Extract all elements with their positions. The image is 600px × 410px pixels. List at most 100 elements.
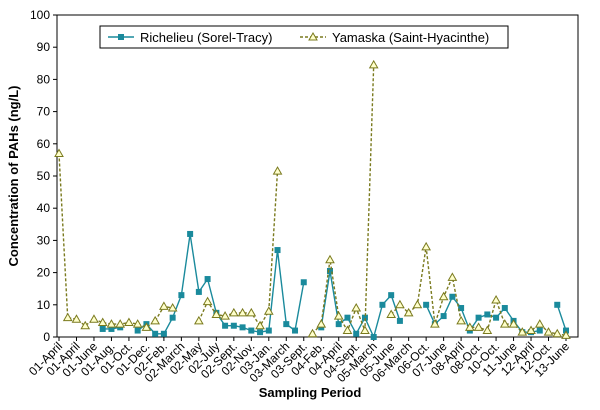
marker xyxy=(351,303,362,312)
y-tick-label: 70 xyxy=(37,105,51,119)
marker xyxy=(283,321,290,328)
marker xyxy=(447,272,458,281)
series xyxy=(54,59,571,339)
marker xyxy=(167,303,178,312)
marker xyxy=(54,148,64,157)
marker xyxy=(99,325,106,332)
marker xyxy=(89,314,99,323)
marker xyxy=(438,291,449,301)
marker xyxy=(263,306,274,315)
marker xyxy=(368,59,379,69)
marker xyxy=(124,317,134,327)
marker xyxy=(552,328,563,338)
y-tick-label: 50 xyxy=(37,169,51,183)
marker xyxy=(246,307,257,317)
y-tick-label: 90 xyxy=(37,40,51,54)
marker xyxy=(62,312,73,322)
marker xyxy=(211,309,222,318)
series xyxy=(99,230,569,340)
y-axis-title: Concentration of PAHs (ng/L) xyxy=(6,85,21,266)
marker xyxy=(403,307,414,317)
marker xyxy=(499,319,510,328)
marker xyxy=(325,254,335,264)
marker xyxy=(475,314,482,321)
marker xyxy=(464,322,475,331)
marker xyxy=(458,305,465,312)
marker xyxy=(370,334,377,340)
marker xyxy=(554,301,561,308)
marker xyxy=(292,327,299,334)
marker xyxy=(228,307,239,317)
marker xyxy=(80,320,91,330)
marker xyxy=(97,317,108,327)
y-tick-label: 80 xyxy=(37,72,51,86)
marker xyxy=(272,166,283,175)
marker xyxy=(255,320,265,330)
marker xyxy=(473,322,484,331)
marker xyxy=(220,311,230,320)
marker xyxy=(501,305,508,312)
marker xyxy=(150,315,161,325)
marker xyxy=(517,327,528,336)
marker xyxy=(237,307,248,317)
marker xyxy=(141,322,152,331)
marker xyxy=(195,288,202,295)
marker xyxy=(265,327,272,334)
marker xyxy=(421,241,431,251)
marker xyxy=(493,314,500,321)
marker xyxy=(300,279,307,286)
marker xyxy=(396,317,403,324)
marker xyxy=(230,322,237,329)
marker xyxy=(257,329,264,336)
y-tick-label: 30 xyxy=(37,233,51,247)
marker xyxy=(333,311,344,320)
marker xyxy=(274,247,281,254)
marker xyxy=(342,325,353,335)
marker xyxy=(169,314,176,321)
marker xyxy=(386,309,397,318)
marker xyxy=(178,292,185,299)
legend-marker xyxy=(118,34,124,40)
marker xyxy=(344,314,351,321)
marker xyxy=(187,230,194,237)
marker xyxy=(335,321,342,328)
marker xyxy=(379,301,386,308)
plot-area xyxy=(56,14,579,338)
marker xyxy=(115,319,126,328)
marker xyxy=(360,325,370,335)
marker xyxy=(536,327,543,334)
legend-box xyxy=(99,25,509,49)
marker xyxy=(543,327,554,336)
marker xyxy=(71,314,82,323)
marker xyxy=(456,315,466,325)
marker xyxy=(353,330,360,337)
marker xyxy=(159,301,169,310)
marker xyxy=(134,327,141,334)
marker xyxy=(222,322,229,329)
y-tick-label: 10 xyxy=(37,298,51,312)
marker xyxy=(388,292,395,299)
marker xyxy=(202,296,213,306)
x-axis-title: Sampling Period xyxy=(259,385,362,400)
marker xyxy=(395,299,405,309)
marker xyxy=(482,325,493,335)
marker xyxy=(248,327,255,334)
marker xyxy=(106,319,117,328)
marker xyxy=(316,319,327,328)
legend-marker xyxy=(308,31,318,41)
marker xyxy=(491,294,501,304)
marker xyxy=(412,299,423,309)
legend: Richelieu (Sorel-Tracy) Yamaska (Saint-Hy… xyxy=(99,25,509,49)
marker xyxy=(430,319,440,328)
marker xyxy=(152,330,159,337)
y-tick-label: 40 xyxy=(37,201,51,215)
marker xyxy=(307,328,318,338)
legend-label: Yamaska (Saint-Hyacinthe) xyxy=(332,30,489,45)
marker xyxy=(204,276,211,283)
marker xyxy=(508,319,519,328)
line xyxy=(102,233,567,340)
marker xyxy=(484,311,491,318)
marker xyxy=(534,319,545,328)
marker xyxy=(160,330,167,337)
